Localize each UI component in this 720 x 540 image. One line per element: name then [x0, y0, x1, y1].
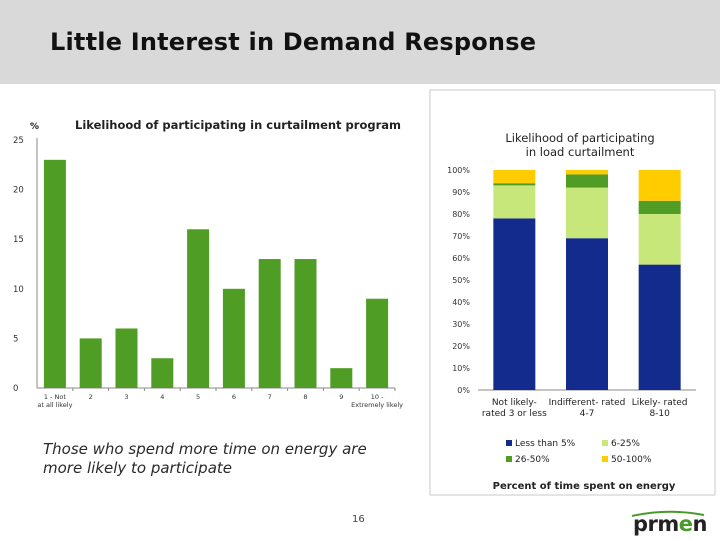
- stacked-bar-segment: [638, 200, 681, 214]
- x-tick-label: 2: [89, 393, 93, 401]
- stacked-bar-segment: [638, 264, 681, 390]
- y-tick-label: 50%: [452, 276, 470, 285]
- legend-swatch: [602, 440, 608, 446]
- prmen-logo: prmen: [633, 512, 708, 536]
- legend-swatch: [506, 440, 512, 446]
- x-tick-label: 4: [160, 393, 164, 401]
- logo-text-suffix: n: [692, 512, 708, 536]
- stacked-bar-segment: [493, 183, 536, 186]
- x-tick-label: Likely- rated 8-10: [632, 398, 688, 419]
- x-tick-label: 3: [124, 393, 128, 401]
- bar: [187, 229, 210, 388]
- y-tick-label: 20%: [452, 342, 470, 351]
- x-tick-label: 8: [303, 393, 307, 401]
- y-tick-label: 10%: [452, 364, 470, 373]
- legend-label: 50-100%: [611, 455, 652, 465]
- y-tick-label: 70%: [452, 232, 470, 241]
- page-number: 16: [352, 514, 365, 525]
- stacked-bar-segment: [566, 187, 608, 239]
- slide-title: Little Interest in Demand Response: [50, 28, 537, 56]
- bar: [43, 159, 66, 388]
- chart-frame: [429, 89, 716, 496]
- y-tick-label: 30%: [452, 320, 470, 329]
- legend-label: Less than 5%: [515, 439, 576, 449]
- y-tick-label: 90%: [452, 188, 470, 197]
- y-tick-label: 40%: [452, 298, 470, 307]
- curtailment-likelihood-bar-chart: Likelihood of participating in curtailme…: [13, 118, 403, 409]
- bar: [366, 298, 389, 388]
- y-axis-label: %: [30, 122, 39, 132]
- caption-text: Those who spend more time on energy are …: [43, 440, 367, 477]
- x-tick-label: 1 - Not at all likely: [37, 393, 72, 409]
- stacked-bar-segment: [493, 218, 536, 390]
- title-bar: Little Interest in Demand Response: [0, 0, 720, 84]
- legend-label: 26-50%: [515, 455, 550, 465]
- legend-swatch: [602, 456, 608, 462]
- y-tick-label: 5: [13, 334, 18, 344]
- stacked-bar-segment: [493, 185, 536, 219]
- bar: [258, 259, 281, 388]
- bar: [115, 328, 138, 388]
- y-tick-label: 10: [13, 285, 24, 295]
- load-curtailment-stacked-chart: Likelihood of participating in load curta…: [429, 89, 716, 496]
- logo-text-prefix: prm: [633, 512, 679, 536]
- stacked-bar-segment: [638, 214, 681, 265]
- y-tick-label: 80%: [452, 210, 470, 219]
- y-tick-label: 100%: [447, 166, 470, 175]
- bar: [79, 338, 102, 388]
- bar: [294, 259, 317, 388]
- y-tick-label: 25: [13, 136, 24, 146]
- logo-text-accent: e: [678, 512, 693, 536]
- y-tick-label: 15: [13, 235, 24, 245]
- stacked-bar-segment: [566, 238, 608, 390]
- chart-title: Likelihood of participating in load curta…: [505, 131, 654, 159]
- legend-swatch: [506, 456, 512, 462]
- y-tick-label: 0%: [457, 386, 470, 395]
- x-tick-label: 9: [339, 393, 343, 401]
- logo-swoosh-icon: [631, 510, 705, 517]
- stacked-bar-segment: [566, 174, 608, 188]
- stacked-bar-segment: [638, 170, 681, 201]
- stacked-bar-segment: [493, 170, 536, 184]
- bar: [330, 368, 353, 388]
- x-tick-label: 10 -Extremely likely: [351, 393, 403, 409]
- y-tick-label: 0: [13, 384, 18, 394]
- x-tick-label: 5: [196, 393, 200, 401]
- x-axis-title: Percent of time spent on energy: [493, 481, 676, 492]
- x-tick-label: Indifferent- rated 4-7: [549, 398, 626, 419]
- y-tick-label: 20: [13, 186, 24, 196]
- chart-title: Likelihood of participating in curtailme…: [75, 118, 401, 132]
- stacked-bar-segment: [566, 170, 608, 175]
- x-tick-label: Not likely-rated 3 or less: [482, 398, 547, 419]
- bar: [222, 288, 245, 388]
- y-tick-label: 60%: [452, 254, 470, 263]
- x-tick-label: 6: [232, 393, 236, 401]
- bar: [151, 358, 174, 388]
- x-tick-label: 7: [268, 393, 272, 401]
- legend-label: 6-25%: [611, 439, 640, 449]
